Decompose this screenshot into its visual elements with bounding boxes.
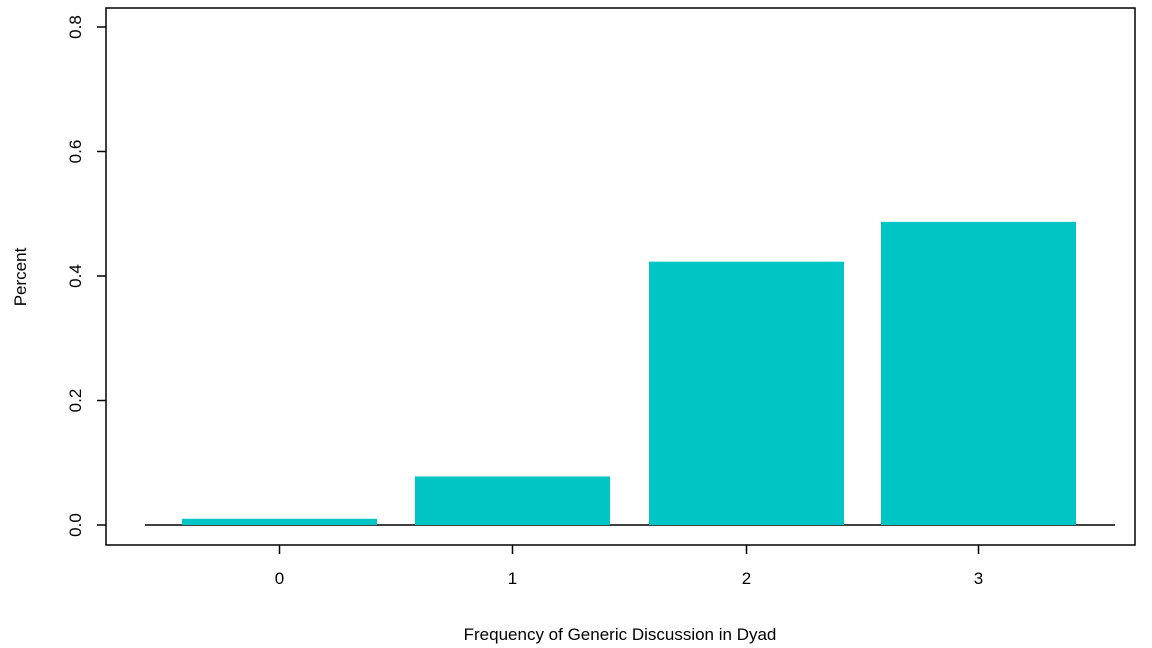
x-tick-label: 2 bbox=[742, 569, 751, 588]
y-tick-label: 0.6 bbox=[66, 140, 85, 164]
bar-0 bbox=[182, 518, 377, 525]
y-tick-label: 0.2 bbox=[66, 389, 85, 413]
y-axis-title: Percent bbox=[11, 247, 30, 306]
y-tick-label: 0.0 bbox=[66, 513, 85, 537]
x-tick-label: 0 bbox=[275, 569, 284, 588]
x-axis-title: Frequency of Generic Discussion in Dyad bbox=[464, 625, 777, 644]
bars-group bbox=[182, 221, 1076, 525]
y-tick-label: 0.8 bbox=[66, 15, 85, 39]
y-tick-label: 0.4 bbox=[66, 264, 85, 288]
bar-3 bbox=[881, 221, 1076, 525]
x-tick-label: 1 bbox=[508, 569, 517, 588]
y-axis: 0.0 0.2 0.4 0.6 0.8 bbox=[66, 15, 106, 537]
x-axis: 0 1 2 3 bbox=[275, 545, 983, 588]
x-tick-label: 3 bbox=[974, 569, 983, 588]
bar-2 bbox=[649, 261, 844, 525]
bar-1 bbox=[415, 476, 610, 525]
